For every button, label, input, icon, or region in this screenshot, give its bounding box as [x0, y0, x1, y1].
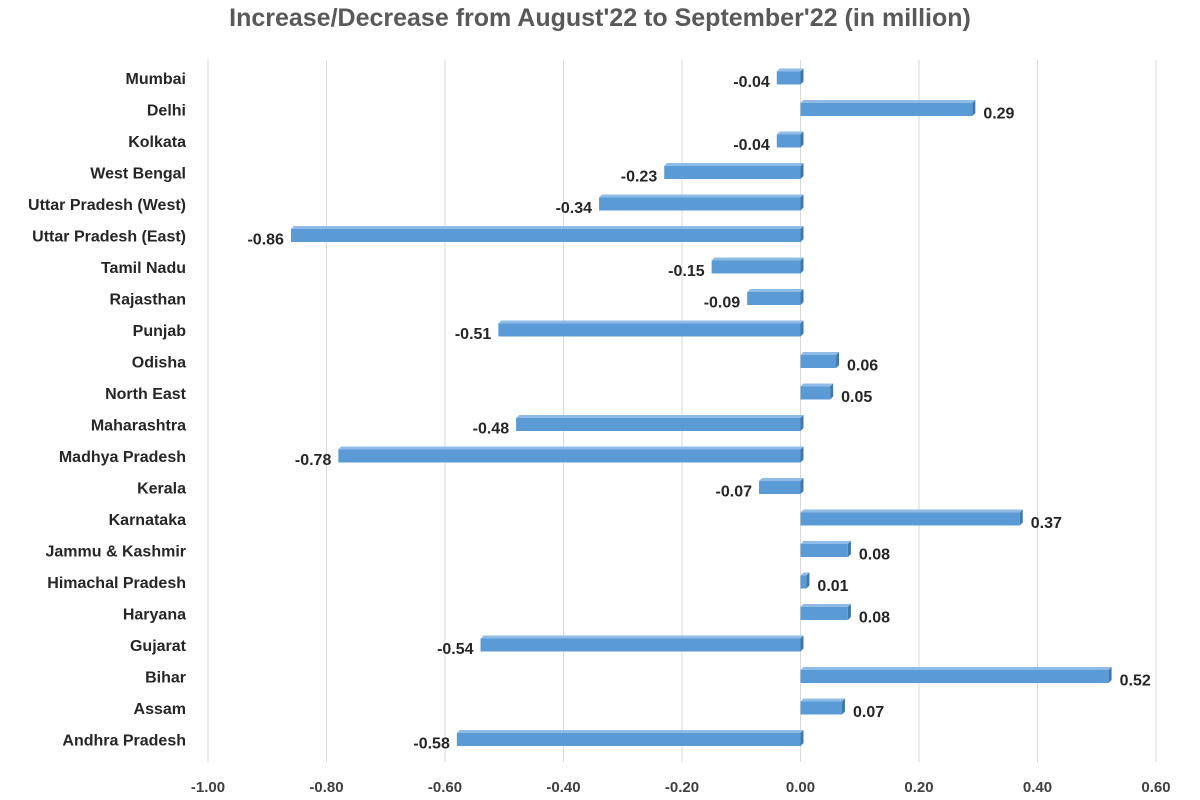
x-tick-label: -0.80 [309, 779, 343, 796]
bar [664, 163, 804, 179]
category-label: Mumbai [126, 71, 186, 88]
data-label: 0.05 [841, 389, 872, 406]
data-label: -0.58 [413, 736, 450, 753]
x-tick-label: 0.40 [1023, 779, 1052, 796]
category-label: Gujarat [130, 638, 187, 655]
bar [747, 289, 804, 305]
category-label: Jammu & Kashmir [46, 544, 187, 561]
data-label: -0.86 [247, 232, 284, 249]
category-label: Delhi [147, 103, 186, 120]
bar [480, 635, 804, 652]
bar [290, 226, 804, 242]
gridlines [207, 60, 1157, 762]
x-tick-label: 0.20 [904, 779, 933, 796]
data-label: 0.01 [817, 578, 848, 595]
data-label: -0.51 [455, 326, 492, 343]
bars [290, 68, 1112, 746]
category-label: Himachal Pradesh [47, 575, 186, 592]
data-label: -0.04 [733, 74, 770, 91]
x-tick-label: 0.00 [786, 779, 815, 796]
bar [498, 320, 804, 337]
category-label: Karnataka [109, 512, 186, 529]
data-label: -0.15 [668, 263, 705, 280]
category-label: Haryana [123, 607, 186, 624]
data-label: 0.08 [859, 547, 890, 564]
chart-title: Increase/Decrease from August'22 to Sept… [229, 4, 971, 32]
category-label: West Bengal [90, 166, 186, 183]
bar [800, 698, 845, 715]
bar [800, 352, 840, 368]
category-label: Maharashtra [91, 418, 186, 435]
bar [800, 100, 976, 116]
bar [776, 131, 804, 148]
bar [711, 257, 804, 274]
bar [800, 509, 1023, 526]
category-label: Odisha [132, 355, 186, 372]
bar [338, 446, 804, 463]
category-label: Andhra Pradesh [62, 733, 186, 750]
category-label: Uttar Pradesh (East) [32, 229, 186, 246]
category-label: Bihar [145, 670, 186, 687]
bar [800, 541, 851, 557]
data-label: 0.06 [847, 358, 878, 375]
data-label: -0.07 [716, 484, 753, 501]
category-label: Kolkata [128, 134, 186, 151]
data-label: -0.23 [621, 169, 658, 186]
data-label: -0.78 [295, 452, 332, 469]
data-label: -0.04 [733, 137, 770, 154]
category-label: Assam [134, 701, 186, 718]
category-label: Punjab [133, 323, 187, 340]
category-label: North East [105, 386, 187, 403]
x-tick-label: 0.60 [1141, 779, 1170, 796]
category-label: Rajasthan [110, 292, 186, 309]
data-label: 0.29 [983, 106, 1014, 123]
x-tick-label: -1.00 [191, 779, 225, 796]
bar [776, 68, 804, 85]
bar [800, 572, 810, 589]
labels: -1.00 -0.80 -0.60 -0.40 -0.20 0.00 0.20 0.40 0.6… [28, 71, 1171, 796]
x-tick-label: -0.60 [428, 779, 462, 796]
data-label: -0.34 [556, 200, 593, 217]
bar [800, 383, 834, 400]
data-label: -0.54 [437, 641, 474, 658]
x-tick-label: -0.20 [665, 779, 699, 796]
bar [456, 730, 804, 746]
category-label: Uttar Pradesh (West) [28, 197, 186, 214]
data-label: 0.07 [853, 704, 884, 721]
category-label: Madhya Pradesh [59, 449, 186, 466]
bar [800, 667, 1112, 683]
category-label: Kerala [137, 481, 186, 498]
bar [599, 194, 804, 211]
bar [759, 478, 804, 494]
data-label: 0.37 [1031, 515, 1062, 532]
bar [516, 415, 804, 431]
data-label: 0.52 [1120, 673, 1151, 690]
data-label: 0.08 [859, 610, 890, 627]
data-label: -0.09 [704, 295, 741, 312]
data-label: -0.48 [473, 421, 510, 438]
x-tick-label: -0.40 [546, 779, 580, 796]
category-label: Tamil Nadu [101, 260, 186, 277]
bar [800, 604, 851, 620]
